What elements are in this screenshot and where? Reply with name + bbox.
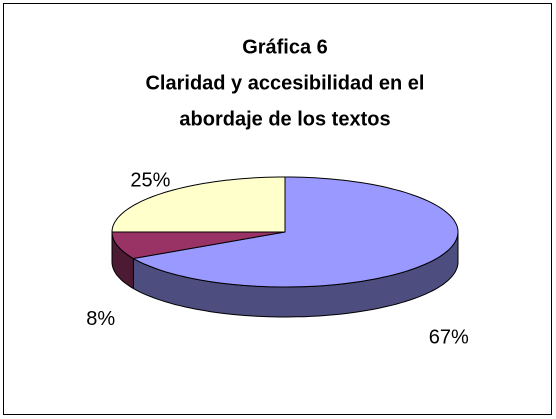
chart-title: Claridad y accesibilidad en el — [145, 72, 424, 94]
pie-slice — [131, 176, 459, 288]
data-label: 8% — [86, 308, 115, 330]
pie-slice — [111, 231, 286, 260]
chart-title: Gráfica 6 — [242, 36, 328, 58]
data-label: 67% — [429, 327, 469, 349]
chart-title: abordaje de los textos — [179, 108, 390, 130]
pie-slice — [111, 176, 286, 233]
data-label: 25% — [130, 170, 170, 192]
